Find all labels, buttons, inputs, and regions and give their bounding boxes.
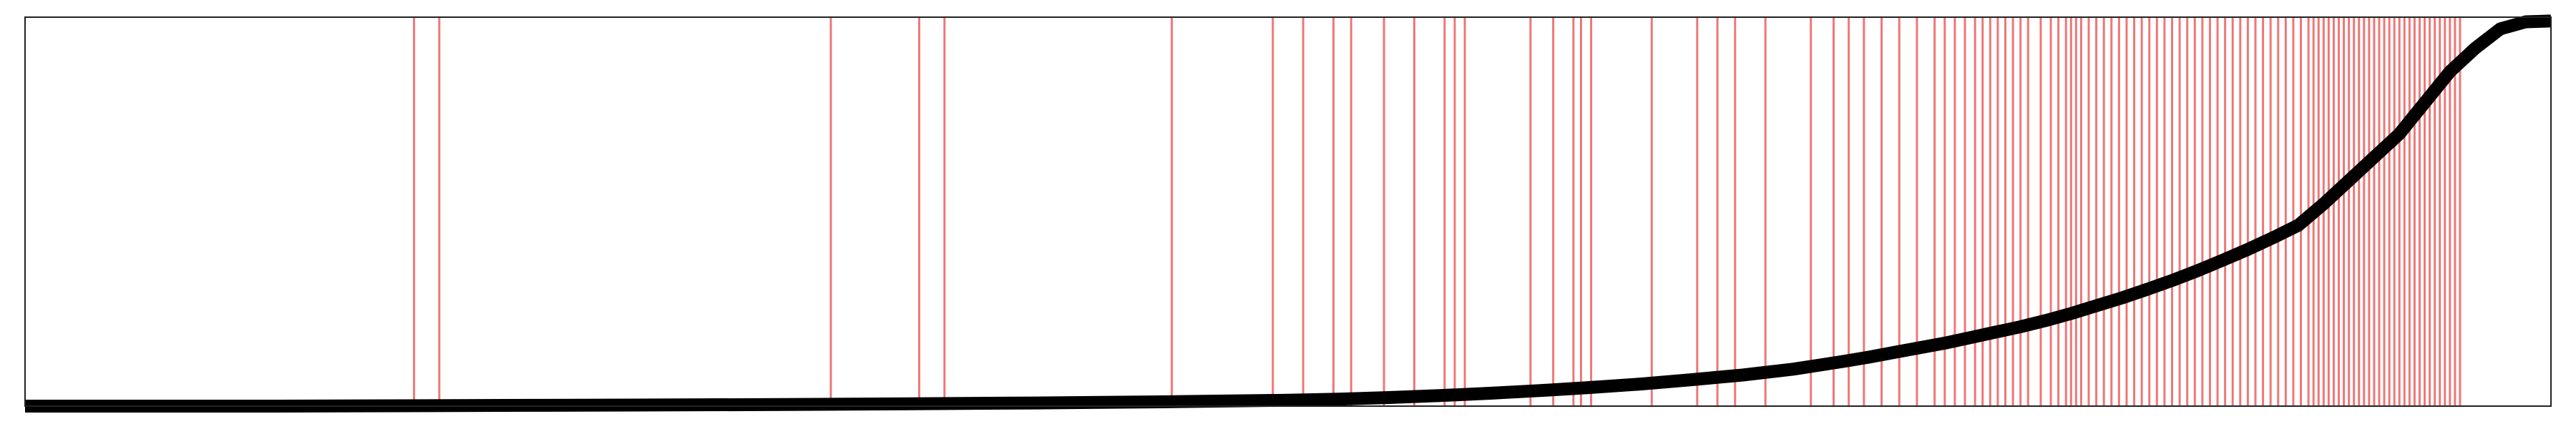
- plot-frame: [24, 16, 2552, 407]
- cumulative-curve: [25, 14, 2552, 413]
